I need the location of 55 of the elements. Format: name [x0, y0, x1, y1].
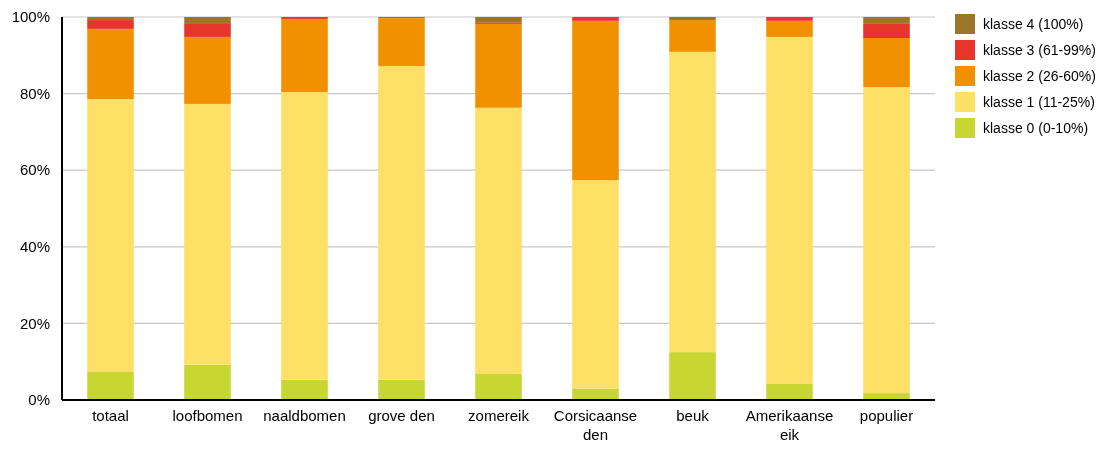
bar — [669, 20, 716, 52]
bar — [281, 379, 328, 400]
x-tick-label: Amerikaanse eik — [745, 407, 834, 443]
x-tick-label: Corsicaanse den — [553, 407, 638, 443]
bar — [281, 18, 328, 93]
bar — [87, 17, 134, 21]
legend-label: klasse 0 (0-10%) — [983, 119, 1089, 136]
bar — [766, 17, 813, 21]
bar — [475, 373, 522, 400]
y-tick-label: 40% — [19, 238, 50, 256]
x-tick-label: grove den — [368, 407, 435, 424]
bar — [184, 17, 231, 24]
bar — [87, 28, 134, 99]
bar — [87, 20, 134, 29]
bar — [572, 180, 619, 389]
x-tick-label: totaal — [92, 407, 129, 424]
y-tick-label: 0% — [28, 391, 50, 409]
legend-label: klasse 1 (11-25%) — [983, 93, 1095, 110]
bar — [669, 17, 716, 21]
bar — [87, 372, 134, 400]
bar — [863, 38, 910, 88]
bar — [475, 17, 522, 23]
legend-label: klasse 3 (61-99%) — [983, 41, 1096, 58]
x-tick-label: populier — [859, 407, 914, 424]
bar — [184, 364, 231, 400]
bar — [87, 98, 134, 373]
bar — [766, 36, 813, 384]
y-tick-label: 60% — [19, 161, 50, 179]
x-tick-label: zomereik — [468, 407, 530, 424]
bar — [281, 92, 328, 380]
y-tick-label: 80% — [19, 84, 50, 102]
y-tick-label: 100% — [11, 8, 50, 26]
x-tick-label: loofbomen — [172, 407, 243, 424]
bar — [669, 51, 716, 353]
y-tick-label: 20% — [19, 314, 50, 332]
bar — [184, 23, 231, 37]
bar — [863, 17, 910, 24]
bar — [378, 18, 425, 67]
bar — [378, 66, 425, 380]
bar — [572, 20, 619, 181]
bar — [669, 352, 716, 400]
bar — [863, 87, 910, 394]
bar — [378, 379, 425, 400]
bar — [184, 36, 231, 104]
x-tick-label: naaldbomen — [263, 407, 346, 424]
bar — [766, 20, 813, 37]
bar — [475, 23, 522, 108]
legend-label: klasse 2 (26-60%) — [983, 67, 1096, 84]
bar — [863, 23, 910, 39]
legend-label: klasse 4 (100%) — [983, 15, 1084, 32]
bar — [184, 103, 231, 365]
bar — [766, 383, 813, 400]
x-tick-label: beuk — [676, 407, 710, 424]
bar — [475, 107, 522, 374]
bar — [572, 17, 619, 21]
